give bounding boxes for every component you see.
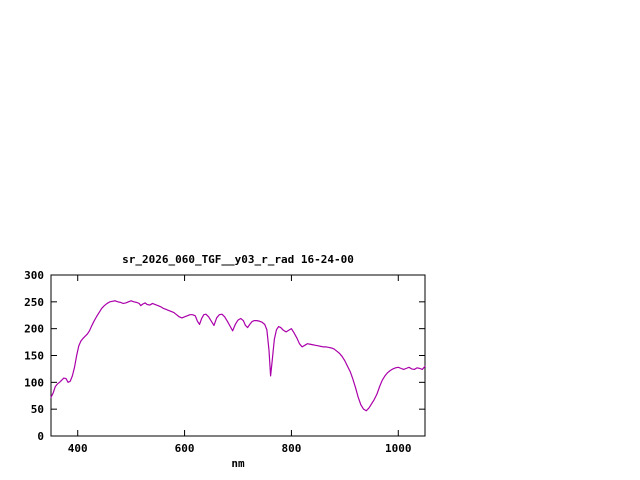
data-line [50, 300, 426, 412]
y-tick-label: 0 [37, 430, 44, 443]
y-tick-label: 50 [31, 403, 44, 416]
y-tick-label: 200 [24, 323, 44, 336]
plot-border [50, 274, 426, 437]
x-tick-label: 600 [175, 442, 195, 455]
chart-title: sr_2026_060_TGF__y03_r_rad 16-24-00 [122, 253, 354, 266]
y-tick-label: 300 [24, 269, 44, 282]
plot-area: 400 600 800 1000 0 50 100 150 200 250 300 [24, 269, 426, 455]
x-tick-label: 1000 [385, 442, 412, 455]
x-tick-label: 800 [281, 442, 301, 455]
y-tick-label: 100 [24, 376, 44, 389]
x-tick-label: 400 [68, 442, 88, 455]
y-tick-label: 250 [24, 296, 44, 309]
x-axis-label: nm [231, 457, 245, 470]
y-tick-label: 150 [24, 350, 44, 363]
